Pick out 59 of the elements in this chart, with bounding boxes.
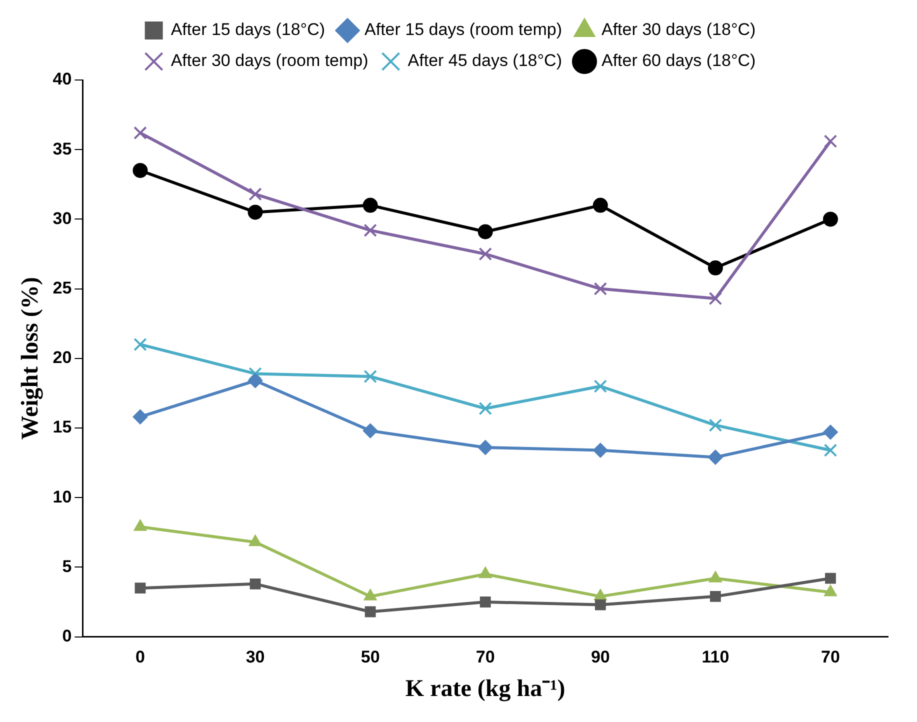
point — [362, 423, 378, 438]
point — [594, 282, 608, 296]
point — [594, 380, 608, 393]
x-tick-label: 90 — [590, 648, 610, 667]
point — [824, 134, 838, 148]
legend-label: After 15 days (room temp) — [364, 20, 562, 40]
point — [592, 442, 608, 458]
legend-label: After 30 days (room temp) — [170, 51, 368, 70]
y-axis-title: Weight loss (%) — [18, 277, 44, 440]
point — [708, 450, 723, 465]
legend-label: After 15 days (18°C) — [170, 20, 326, 40]
point — [132, 162, 148, 178]
point — [134, 582, 146, 594]
point — [248, 373, 263, 388]
point — [132, 409, 148, 424]
point — [825, 572, 836, 584]
x-axis-title: K rate (kg ha⁻¹) — [405, 676, 566, 702]
point — [822, 424, 838, 440]
point — [710, 590, 721, 602]
point — [248, 187, 262, 201]
y-tick-label: 20 — [52, 348, 72, 368]
point — [250, 578, 261, 590]
y-tick-label: 10 — [52, 487, 72, 506]
point — [362, 198, 378, 213]
point — [134, 338, 147, 352]
point — [480, 596, 491, 608]
point — [708, 418, 722, 432]
point — [822, 212, 838, 227]
x-tick-label: 110 — [702, 648, 730, 667]
point — [594, 599, 606, 610]
point — [364, 606, 376, 618]
point — [134, 126, 147, 140]
point — [478, 224, 493, 240]
point — [478, 440, 493, 455]
point — [708, 260, 723, 276]
y-tick-label: 0 — [62, 626, 72, 646]
y-tick-label: 35 — [52, 139, 72, 158]
y-tick-label: 15 — [52, 418, 72, 437]
point — [248, 367, 262, 380]
point — [364, 370, 377, 384]
x-tick-label: 70 — [821, 648, 840, 667]
y-tick-label: 40 — [52, 70, 72, 89]
x-tick-label: 50 — [360, 648, 380, 667]
x-tick-label: 30 — [246, 648, 265, 667]
point — [364, 224, 377, 237]
y-tick-label: 25 — [52, 278, 72, 298]
legend-label: After 60 days (18°C) — [601, 51, 756, 70]
y-tick-label: 30 — [52, 208, 72, 228]
point — [824, 444, 838, 457]
point — [478, 402, 492, 416]
legend-label: After 45 days (18°C) — [408, 51, 562, 70]
point — [708, 292, 722, 306]
point — [592, 198, 608, 213]
y-tick-label: 5 — [62, 556, 72, 576]
x-tick-label: 0 — [135, 648, 145, 667]
x-tick-label: 70 — [476, 648, 495, 667]
point — [248, 204, 263, 220]
legend-label: After 30 days (18°C) — [601, 20, 756, 40]
point — [478, 247, 492, 261]
